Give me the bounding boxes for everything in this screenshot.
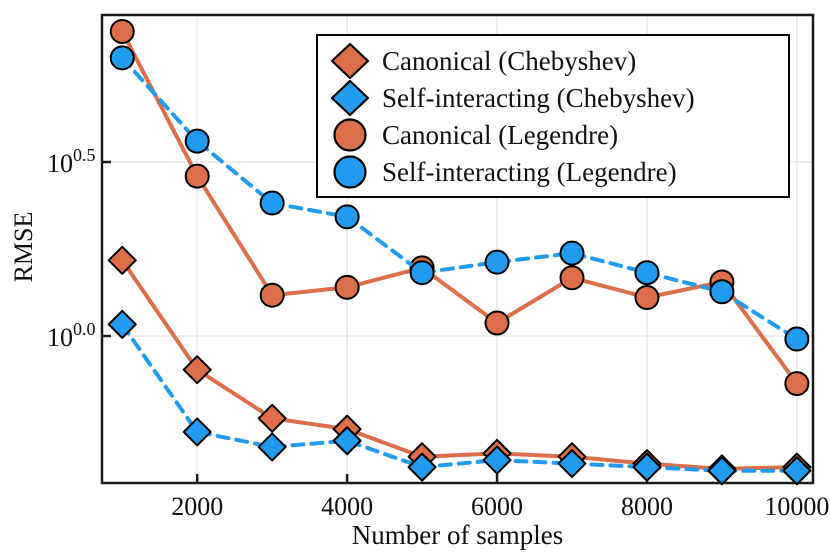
data-point-canonical-chebyshev-2000 bbox=[182, 355, 212, 385]
data-point-self-interacting-legendre-6000 bbox=[484, 249, 510, 275]
data-point-self-interacting-legendre-10000 bbox=[784, 326, 810, 352]
data-point-self-interacting-chebyshev-7000 bbox=[557, 449, 587, 479]
data-point-canonical-legendre-10000 bbox=[784, 371, 810, 397]
series-line-canonical-chebyshev bbox=[120, 258, 799, 471]
legend-item-self-interacting-legendre: Self-interacting (Legendre) bbox=[330, 153, 788, 190]
data-point-self-interacting-legendre-2000 bbox=[184, 128, 210, 154]
data-point-self-interacting-legendre-5000 bbox=[409, 260, 435, 286]
legend-circle-icon bbox=[333, 117, 367, 152]
data-point-canonical-chebyshev-3000 bbox=[257, 403, 287, 433]
legend-label: Self-interacting (Legendre) bbox=[382, 156, 677, 187]
y-tick-label: 100.0 bbox=[47, 319, 96, 352]
legend-item-canonical-legendre: Canonical (Legendre) bbox=[330, 116, 788, 153]
data-point-self-interacting-chebyshev-5000 bbox=[407, 452, 437, 482]
y-tick-label: 100.5 bbox=[47, 145, 96, 178]
data-point-self-interacting-legendre-1000 bbox=[109, 45, 135, 71]
data-point-self-interacting-chebyshev-8000 bbox=[632, 452, 662, 482]
data-point-self-interacting-chebyshev-6000 bbox=[482, 445, 512, 475]
data-point-self-interacting-chebyshev-4000 bbox=[332, 426, 362, 456]
legend-label: Canonical (Chebyshev) bbox=[382, 45, 637, 76]
series-line-canonical-legendre bbox=[120, 29, 799, 386]
data-point-self-interacting-chebyshev-10000 bbox=[782, 456, 812, 486]
y-axis-label: RMSE bbox=[9, 211, 38, 283]
data-point-canonical-legendre-3000 bbox=[259, 282, 285, 308]
data-point-self-interacting-chebyshev-3000 bbox=[257, 432, 287, 462]
legend-circle-icon bbox=[333, 154, 367, 189]
data-point-self-interacting-chebyshev-9000 bbox=[707, 456, 737, 486]
plot-border bbox=[100, 13, 815, 485]
data-point-self-interacting-legendre-4000 bbox=[334, 204, 360, 230]
data-point-self-interacting-legendre-3000 bbox=[259, 190, 285, 216]
legend: Canonical (Chebyshev) Self-interacting (C… bbox=[316, 34, 790, 198]
legend-label: Self-interacting (Chebyshev) bbox=[382, 82, 695, 113]
x-tick-label: 4000 bbox=[321, 492, 373, 521]
x-axis-label: Number of samples bbox=[351, 520, 564, 550]
data-point-canonical-chebyshev-1000 bbox=[107, 245, 137, 275]
data-point-canonical-legendre-1000 bbox=[109, 18, 135, 44]
legend-label: Canonical (Legendre) bbox=[382, 119, 619, 150]
data-point-self-interacting-legendre-9000 bbox=[709, 279, 735, 305]
data-point-self-interacting-chebyshev-2000 bbox=[182, 417, 212, 447]
legend-item-canonical-chebyshev: Canonical (Chebyshev) bbox=[330, 42, 788, 79]
data-point-canonical-legendre-6000 bbox=[484, 310, 510, 336]
legend-diamond-icon bbox=[330, 42, 370, 79]
data-point-canonical-legendre-7000 bbox=[559, 265, 585, 291]
data-point-self-interacting-chebyshev-1000 bbox=[107, 309, 137, 339]
legend-diamond-icon bbox=[330, 79, 370, 116]
series-line-self-interacting-chebyshev bbox=[120, 322, 799, 473]
data-point-canonical-legendre-4000 bbox=[334, 274, 360, 300]
x-tick-label: 6000 bbox=[471, 492, 523, 521]
series-line-self-interacting-legendre bbox=[120, 55, 799, 342]
x-tick-label: 8000 bbox=[621, 492, 673, 521]
x-tick-label: 10000 bbox=[764, 492, 829, 521]
data-point-self-interacting-legendre-8000 bbox=[634, 260, 660, 286]
data-point-canonical-legendre-8000 bbox=[634, 285, 660, 311]
x-tick-label: 2000 bbox=[171, 492, 223, 521]
legend-item-self-interacting-chebyshev: Self-interacting (Chebyshev) bbox=[330, 79, 788, 116]
data-point-canonical-legendre-2000 bbox=[184, 163, 210, 189]
data-point-self-interacting-legendre-7000 bbox=[559, 240, 585, 266]
